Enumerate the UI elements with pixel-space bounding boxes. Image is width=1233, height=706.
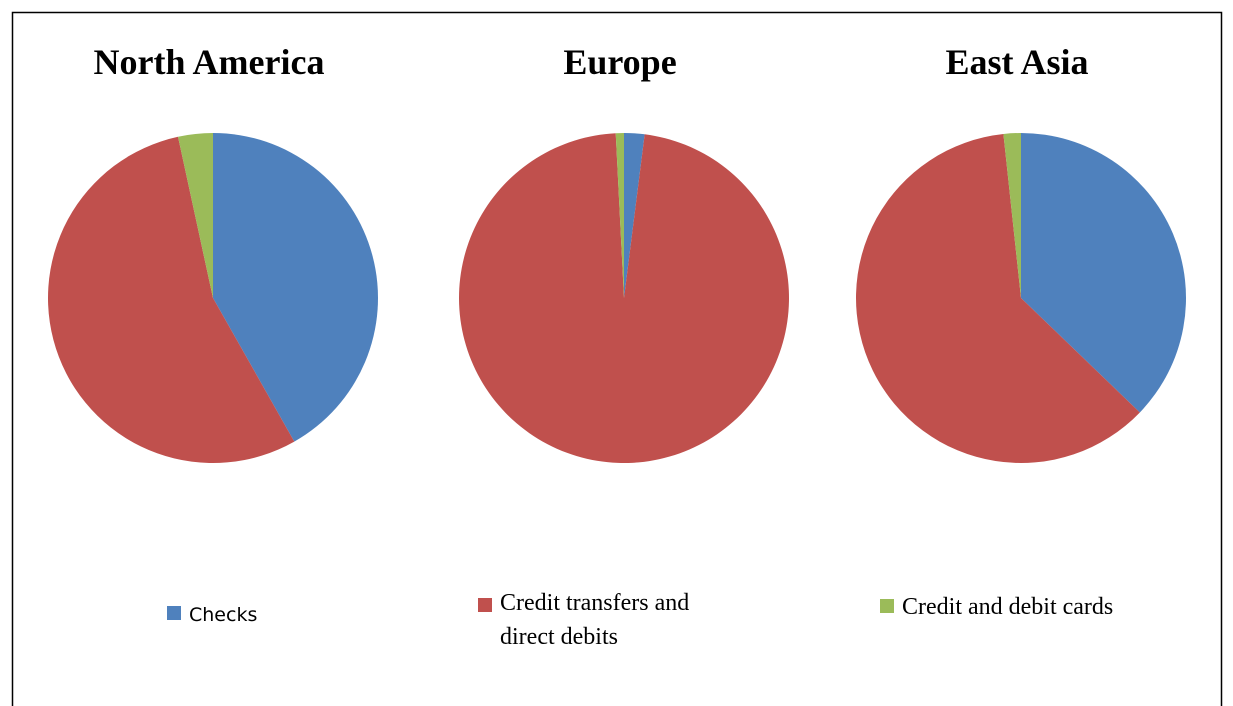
- pie-slice: [47, 136, 295, 464]
- chart-title: East Asia: [945, 42, 1088, 82]
- pie-slice: [1021, 133, 1186, 413]
- legend-swatch: [478, 598, 492, 612]
- frame: [11, 11, 1223, 706]
- legend-item: Checks: [167, 598, 367, 632]
- pie-slice: [855, 133, 1140, 464]
- pie-slice: [178, 133, 213, 298]
- pie-slice: [1003, 133, 1021, 298]
- legend-item: Credit transfers and direct debits: [478, 586, 768, 654]
- legend-swatch: [880, 599, 894, 613]
- pie-slice: [213, 133, 378, 442]
- legend-label: Credit transfers and direct debits: [500, 590, 690, 650]
- legend-swatch: [167, 606, 181, 620]
- pie-slice: [459, 133, 789, 463]
- legend-label: Checks: [189, 604, 258, 626]
- legend-label: Credit and debit cards: [902, 594, 1114, 620]
- chart-title: North America: [94, 42, 325, 82]
- pie-slice: [624, 133, 645, 298]
- legend-item: Credit and debit cards: [880, 590, 1200, 624]
- pie-slice: [615, 133, 624, 298]
- chart-title: Europe: [563, 42, 676, 82]
